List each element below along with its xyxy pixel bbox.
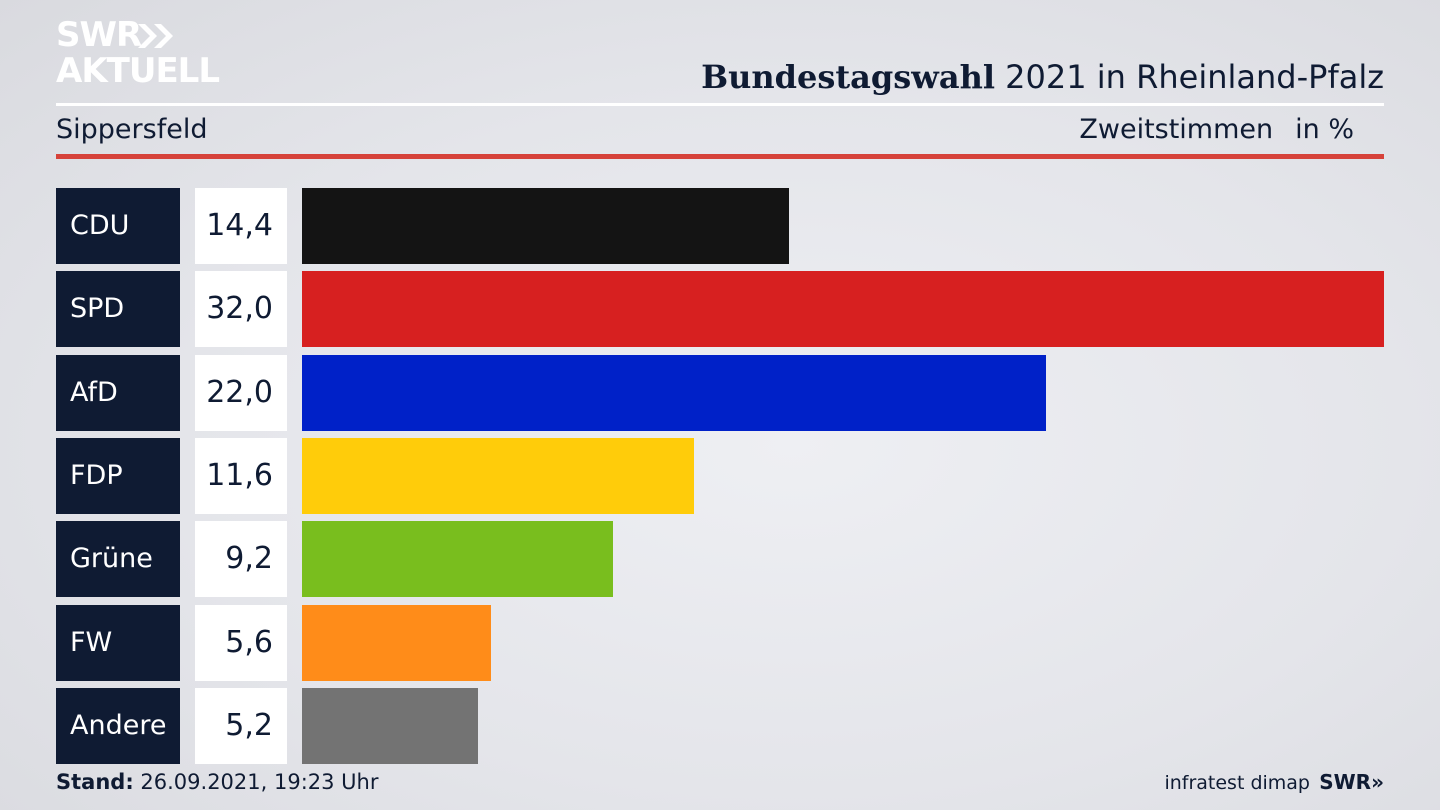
chart-title: Bundestagswahl 2021 in Rheinland-Pfalz bbox=[701, 58, 1384, 96]
bar bbox=[302, 688, 478, 764]
party-label: AfD bbox=[56, 355, 180, 431]
value-label: 32,0 bbox=[195, 271, 287, 347]
stand-label: Stand: bbox=[56, 770, 134, 794]
bar bbox=[302, 188, 789, 264]
bar-row: SPD 32,0 bbox=[0, 271, 1440, 347]
bar-row: Grüne 9,2 bbox=[0, 521, 1440, 597]
value-label: 5,2 bbox=[195, 688, 287, 764]
logo-line-1: SWR bbox=[56, 15, 142, 55]
logo-chevrons-icon bbox=[138, 24, 173, 48]
value-label: 11,6 bbox=[195, 438, 287, 514]
bar-row: FW 5,6 bbox=[0, 605, 1440, 681]
footer-swr-text: SWR bbox=[1319, 770, 1372, 794]
bar bbox=[302, 355, 1046, 431]
value-label: 14,4 bbox=[195, 188, 287, 264]
location-label: Sippersfeld bbox=[56, 114, 208, 145]
measure-label: Zweitstimmen in % bbox=[1079, 114, 1354, 145]
bar-row: CDU 14,4 bbox=[0, 188, 1440, 264]
bar-row: FDP 11,6 bbox=[0, 438, 1440, 514]
party-label: Andere bbox=[56, 688, 180, 764]
bar bbox=[302, 521, 613, 597]
swr-aktuell-logo: SWR AKTUELL bbox=[56, 18, 226, 90]
footer-swr-logo: SWR» bbox=[1319, 770, 1384, 794]
unit-text: in % bbox=[1295, 114, 1354, 145]
subheader-divider bbox=[56, 154, 1384, 159]
header-divider bbox=[56, 103, 1384, 106]
measure-text: Zweitstimmen bbox=[1079, 114, 1274, 145]
party-label: SPD bbox=[56, 271, 180, 347]
value-label: 22,0 bbox=[195, 355, 287, 431]
bar bbox=[302, 605, 491, 681]
stand-value: 26.09.2021, 19:23 Uhr bbox=[133, 770, 379, 794]
party-label: FDP bbox=[56, 438, 180, 514]
timestamp: Stand: 26.09.2021, 19:23 Uhr bbox=[56, 770, 379, 794]
title-bold: Bundestagswahl bbox=[701, 58, 995, 96]
source-credit: infratest dimap bbox=[1164, 772, 1310, 794]
value-label: 5,6 bbox=[195, 605, 287, 681]
value-label: 9,2 bbox=[195, 521, 287, 597]
party-label: Grüne bbox=[56, 521, 180, 597]
bar bbox=[302, 271, 1384, 347]
chevrons-icon: » bbox=[1371, 770, 1384, 794]
title-rest: 2021 in Rheinland-Pfalz bbox=[995, 58, 1384, 96]
bar bbox=[302, 438, 694, 514]
party-label: FW bbox=[56, 605, 180, 681]
party-label: CDU bbox=[56, 188, 180, 264]
bar-row: AfD 22,0 bbox=[0, 355, 1440, 431]
bar-row: Andere 5,2 bbox=[0, 688, 1440, 764]
logo-line-2: AKTUELL bbox=[56, 51, 220, 91]
